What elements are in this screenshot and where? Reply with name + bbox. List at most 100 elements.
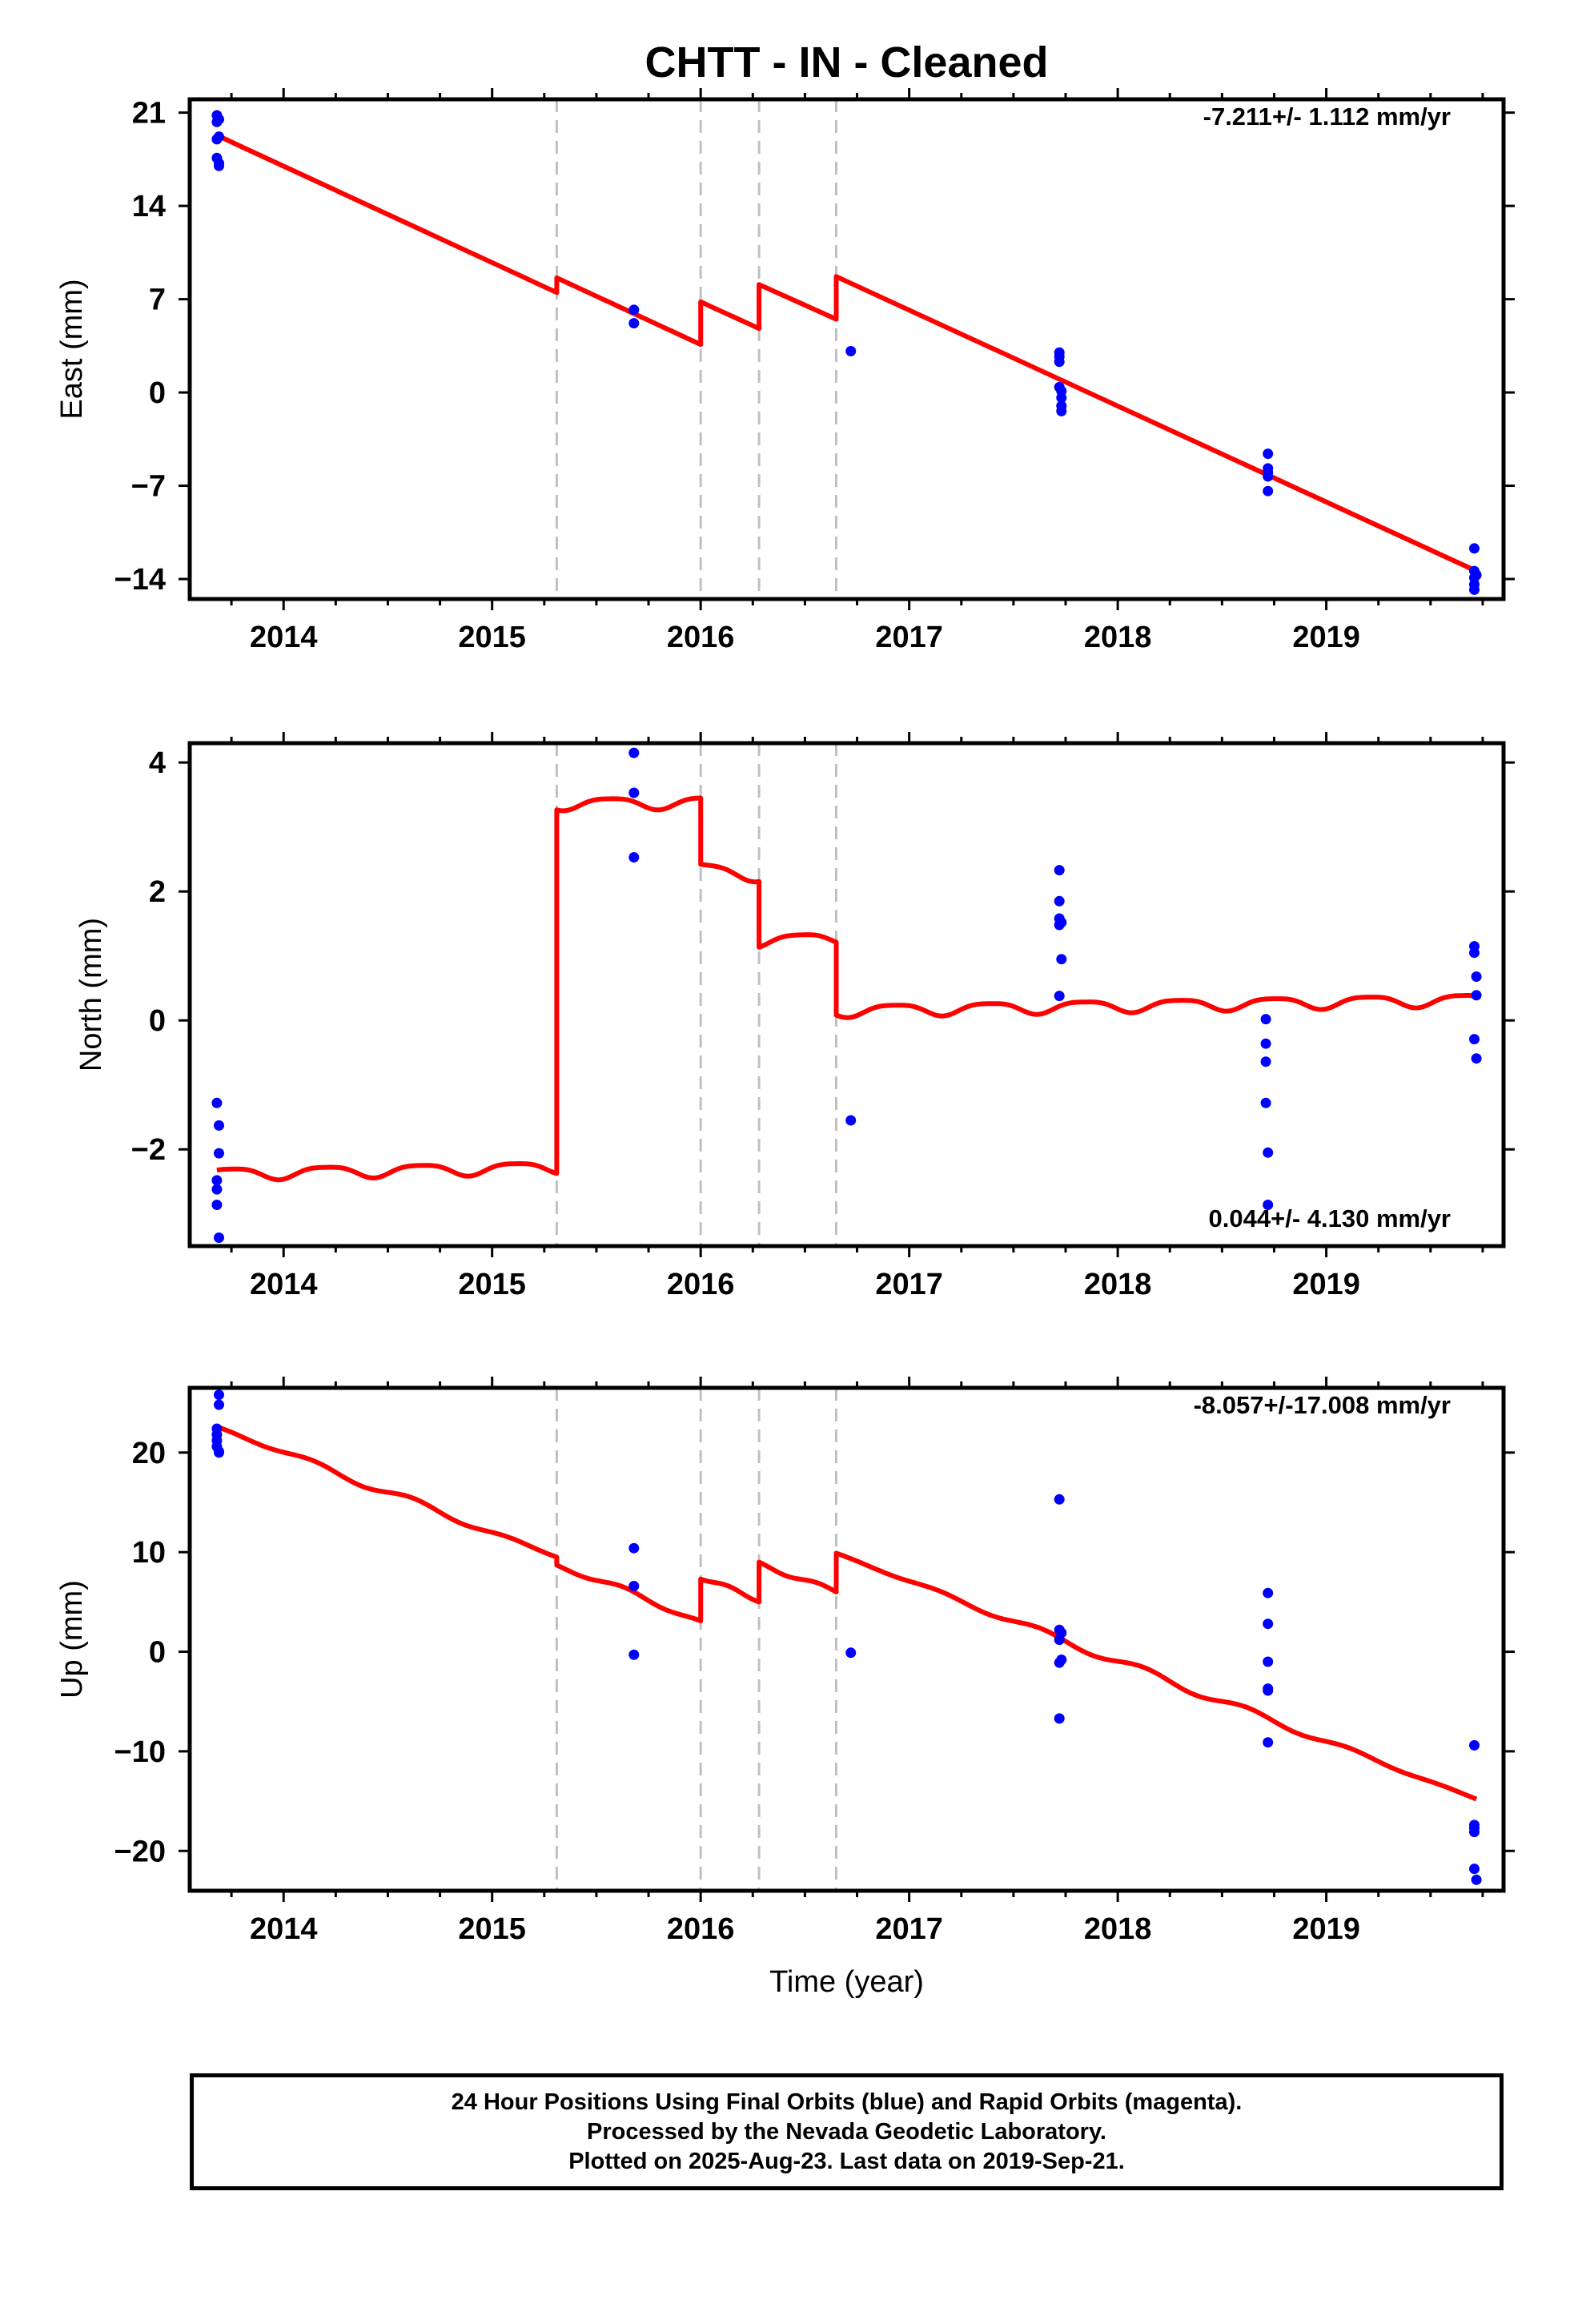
data-point [211, 1097, 223, 1108]
x-tick-label: 2019 [1292, 1912, 1360, 1946]
x-tick-label: 2018 [1084, 621, 1152, 654]
y-axis-label: Up (mm) [55, 1580, 89, 1699]
model-fit-line [216, 795, 1477, 1183]
x-tick-label: 2015 [458, 1912, 526, 1946]
data-point [628, 747, 640, 758]
model-fit-line [215, 1424, 1478, 1802]
data-point [1469, 1864, 1480, 1875]
y-tick-label: 2 [149, 875, 166, 909]
y-tick-label: −2 [131, 1133, 166, 1167]
x-tick-label: 2016 [667, 1268, 735, 1301]
data-point [628, 852, 640, 862]
data-point [1263, 471, 1274, 482]
data-point [214, 131, 224, 143]
data-point [1469, 1034, 1480, 1045]
data-point [628, 318, 640, 329]
data-point [1471, 569, 1482, 581]
y-tick-label: −20 [114, 1835, 166, 1868]
x-axis-label: Time (year) [769, 1965, 924, 1999]
data-point [845, 1647, 857, 1659]
data-point [628, 1581, 640, 1591]
data-point [1260, 1097, 1271, 1108]
velocity-annotation: -8.057+/-17.008 mm/yr [1194, 1391, 1451, 1419]
data-point [628, 304, 640, 316]
y-axis-label: North (mm) [74, 918, 108, 1072]
x-tick-label: 2016 [667, 621, 735, 654]
data-point [845, 346, 857, 356]
plot-frame [187, 741, 1506, 1248]
data-point [845, 1115, 857, 1126]
data-point [214, 1399, 224, 1410]
x-tick-label: 2014 [250, 621, 318, 654]
data-point [1260, 1038, 1271, 1049]
panel-3: 2014 2015 2016 2017 2018 2019 20 10 0 −10 −20 Up (m… [55, 1377, 1515, 1999]
panel-1: 2014 2015 2016 2017 2018 2019 21 14 7 0 −7 −14 East … [55, 38, 1515, 654]
y-tick-label: 0 [149, 376, 166, 410]
data-point [1054, 865, 1065, 876]
y-tick-label: −14 [114, 563, 166, 597]
y-axis-label: East (mm) [55, 279, 89, 419]
plot-frame [187, 1385, 1506, 1893]
data-point [1056, 392, 1067, 404]
y-tick-label: 0 [149, 1636, 166, 1670]
data-point [214, 1447, 224, 1458]
data-point [1471, 990, 1482, 1001]
x-tick-label: 2016 [667, 1912, 735, 1946]
x-tick-label: 2015 [458, 621, 526, 654]
data-point [1263, 1656, 1274, 1667]
y-tick-label: 10 [132, 1536, 166, 1570]
x-tick-label: 2018 [1084, 1268, 1152, 1301]
data-point [1469, 1739, 1480, 1751]
data-point [211, 1175, 223, 1186]
data-point [214, 1389, 224, 1401]
data-point [1469, 947, 1480, 959]
y-tick-label: 20 [132, 1437, 166, 1470]
x-tick-label: 2019 [1292, 621, 1360, 654]
data-point [1469, 1827, 1480, 1838]
data-point [1263, 448, 1274, 460]
x-tick-label: 2014 [250, 1268, 318, 1301]
data-point [1054, 895, 1065, 907]
data-point [214, 1148, 224, 1159]
x-tick-label: 2015 [458, 1268, 526, 1301]
data-point [628, 1542, 640, 1554]
data-point [1263, 1618, 1274, 1630]
x-tick-label: 2014 [250, 1912, 318, 1946]
data-point [1054, 1657, 1065, 1668]
data-point [214, 1232, 224, 1243]
panel-2: 2014 2015 2016 2017 2018 2019 4 2 0 −2 North (mm) 0… [74, 732, 1515, 1301]
data-point [1263, 1737, 1274, 1748]
velocity-annotation: 0.044+/- 4.130 mm/yr [1209, 1204, 1451, 1232]
y-tick-label: 21 [132, 97, 166, 131]
data-point [214, 1120, 224, 1131]
data-point [1469, 543, 1480, 554]
data-point [1263, 1200, 1274, 1210]
data-point [211, 1184, 223, 1195]
data-point [1263, 1685, 1274, 1696]
data-point [628, 1649, 640, 1660]
caption-line-1: 24 Hour Positions Using Final Orbits (bl… [451, 2089, 1243, 2115]
data-point [211, 1200, 223, 1210]
y-tick-label: −10 [114, 1735, 166, 1769]
figure-caption-box: 24 Hour Positions Using Final Orbits (bl… [190, 2073, 1504, 2190]
data-point [1054, 1494, 1065, 1505]
data-point [214, 114, 224, 125]
data-point [1056, 1627, 1067, 1638]
data-point [1469, 584, 1480, 595]
caption-line-2: Processed by the Nevada Geodetic Laborat… [587, 2118, 1106, 2145]
data-point [1056, 405, 1067, 416]
y-tick-label: 0 [149, 1004, 166, 1038]
data-point [1054, 991, 1065, 1002]
data-point [1260, 1014, 1271, 1025]
data-point [1263, 485, 1274, 497]
x-tick-label: 2017 [875, 1268, 943, 1301]
data-point [214, 160, 224, 171]
x-tick-label: 2017 [875, 621, 943, 654]
plot-frame [187, 97, 1506, 601]
y-tick-label: 4 [149, 746, 166, 780]
data-point [1054, 1713, 1065, 1724]
y-tick-label: 7 [149, 283, 166, 317]
data-point [1263, 1147, 1274, 1158]
caption-line-3: Plotted on 2025-Aug-23. Last data on 201… [568, 2148, 1125, 2174]
